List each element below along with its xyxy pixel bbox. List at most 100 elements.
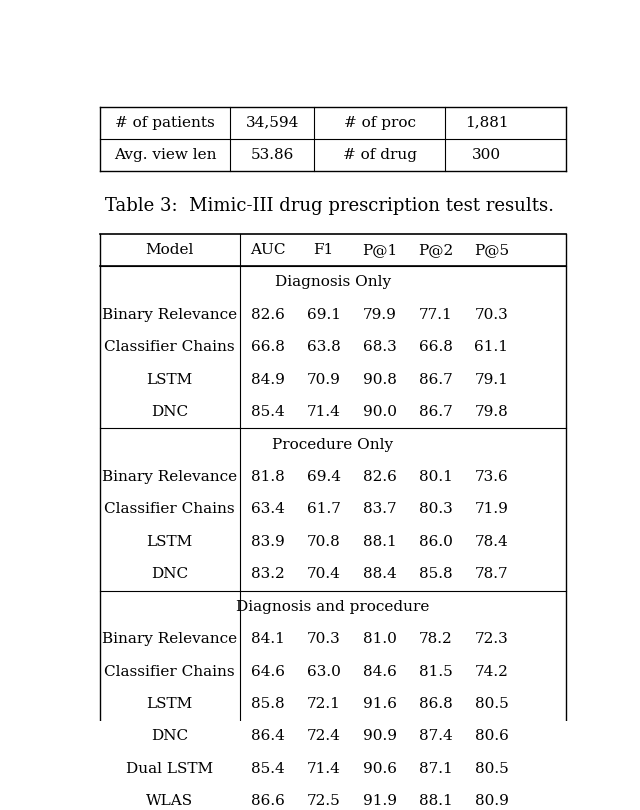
Text: 66.8: 66.8 (251, 340, 285, 354)
Text: 81.8: 81.8 (251, 470, 285, 484)
Text: 83.9: 83.9 (251, 535, 285, 549)
Text: 86.8: 86.8 (419, 697, 452, 711)
Text: 86.7: 86.7 (419, 405, 452, 419)
Text: 64.6: 64.6 (251, 665, 285, 679)
Text: 81.0: 81.0 (363, 632, 397, 646)
Text: 91.6: 91.6 (363, 697, 397, 711)
Text: 81.5: 81.5 (419, 665, 452, 679)
Text: 73.6: 73.6 (475, 470, 508, 484)
Text: Diagnosis Only: Diagnosis Only (275, 275, 391, 289)
Text: 72.4: 72.4 (307, 730, 340, 744)
Text: 83.2: 83.2 (251, 567, 285, 582)
Text: 71.9: 71.9 (474, 502, 508, 517)
Text: 69.1: 69.1 (307, 308, 340, 322)
Text: LSTM: LSTM (147, 535, 193, 549)
Text: 34,594: 34,594 (246, 116, 299, 130)
Text: Classifier Chains: Classifier Chains (104, 340, 235, 354)
Text: 71.4: 71.4 (307, 762, 340, 776)
Text: 53.86: 53.86 (251, 148, 294, 162)
Text: Model: Model (145, 243, 194, 257)
Text: P@1: P@1 (362, 243, 397, 257)
Text: 300: 300 (472, 148, 501, 162)
Text: Procedure Only: Procedure Only (273, 437, 394, 452)
Text: 80.5: 80.5 (475, 762, 508, 776)
Text: 70.8: 70.8 (307, 535, 340, 549)
Text: 1,881: 1,881 (465, 116, 509, 130)
Text: DNC: DNC (151, 567, 188, 582)
Text: 78.4: 78.4 (475, 535, 508, 549)
Text: 85.4: 85.4 (251, 405, 285, 419)
Text: 80.9: 80.9 (474, 795, 508, 808)
Text: Dual LSTM: Dual LSTM (126, 762, 213, 776)
Text: 77.1: 77.1 (419, 308, 452, 322)
Text: 88.1: 88.1 (363, 535, 396, 549)
Text: LSTM: LSTM (147, 697, 193, 711)
Text: Binary Relevance: Binary Relevance (102, 632, 237, 646)
Text: 61.1: 61.1 (474, 340, 509, 354)
Text: 85.4: 85.4 (251, 762, 285, 776)
Text: 90.8: 90.8 (363, 373, 397, 386)
Text: # of drug: # of drug (342, 148, 417, 162)
Text: 63.4: 63.4 (251, 502, 285, 517)
Text: 72.3: 72.3 (475, 632, 508, 646)
Text: 63.0: 63.0 (307, 665, 340, 679)
Text: 68.3: 68.3 (363, 340, 396, 354)
Text: 63.8: 63.8 (307, 340, 340, 354)
Text: Diagnosis and procedure: Diagnosis and procedure (236, 599, 429, 614)
Text: 84.9: 84.9 (251, 373, 285, 386)
Text: 84.6: 84.6 (363, 665, 397, 679)
Text: DNC: DNC (151, 730, 188, 744)
Text: Avg. view len: Avg. view len (114, 148, 216, 162)
Text: 88.4: 88.4 (363, 567, 396, 582)
Text: 72.1: 72.1 (307, 697, 340, 711)
Text: P@2: P@2 (418, 243, 453, 257)
Text: 70.3: 70.3 (475, 308, 508, 322)
Text: 86.0: 86.0 (419, 535, 452, 549)
Text: 85.8: 85.8 (251, 697, 285, 711)
Text: 70.9: 70.9 (307, 373, 340, 386)
Text: 88.1: 88.1 (419, 795, 452, 808)
Text: WLAS: WLAS (146, 795, 193, 808)
Text: 71.4: 71.4 (307, 405, 340, 419)
Text: 86.6: 86.6 (251, 795, 285, 808)
Text: # of patients: # of patients (115, 116, 215, 130)
Text: P@5: P@5 (474, 243, 509, 257)
Text: Classifier Chains: Classifier Chains (104, 502, 235, 517)
Text: 90.6: 90.6 (363, 762, 397, 776)
Text: 87.4: 87.4 (419, 730, 452, 744)
Text: 82.6: 82.6 (251, 308, 285, 322)
Text: Classifier Chains: Classifier Chains (104, 665, 235, 679)
Text: 86.4: 86.4 (251, 730, 285, 744)
Text: Binary Relevance: Binary Relevance (102, 470, 237, 484)
Text: 66.8: 66.8 (419, 340, 452, 354)
Text: 70.3: 70.3 (307, 632, 340, 646)
Text: 90.9: 90.9 (363, 730, 397, 744)
Text: 70.4: 70.4 (307, 567, 340, 582)
Text: 80.5: 80.5 (475, 697, 508, 711)
Text: 87.1: 87.1 (419, 762, 452, 776)
Text: 74.2: 74.2 (474, 665, 508, 679)
Text: Table 3:  Mimic-III drug prescription test results.: Table 3: Mimic-III drug prescription tes… (105, 197, 554, 215)
Text: 80.1: 80.1 (419, 470, 452, 484)
Text: 90.0: 90.0 (363, 405, 397, 419)
Text: LSTM: LSTM (147, 373, 193, 386)
Text: 61.7: 61.7 (307, 502, 340, 517)
Text: 91.9: 91.9 (363, 795, 397, 808)
Text: 78.7: 78.7 (475, 567, 508, 582)
Text: 79.9: 79.9 (363, 308, 397, 322)
Text: DNC: DNC (151, 405, 188, 419)
Text: 79.8: 79.8 (475, 405, 508, 419)
Text: 82.6: 82.6 (363, 470, 397, 484)
Text: 78.2: 78.2 (419, 632, 452, 646)
Text: 69.4: 69.4 (307, 470, 340, 484)
Text: 83.7: 83.7 (363, 502, 396, 517)
Text: 80.3: 80.3 (419, 502, 452, 517)
Text: 80.6: 80.6 (474, 730, 508, 744)
Text: 86.7: 86.7 (419, 373, 452, 386)
Text: 79.1: 79.1 (474, 373, 508, 386)
Text: 84.1: 84.1 (251, 632, 285, 646)
Text: F1: F1 (314, 243, 334, 257)
Text: Binary Relevance: Binary Relevance (102, 308, 237, 322)
Text: AUC: AUC (250, 243, 285, 257)
Text: 85.8: 85.8 (419, 567, 452, 582)
